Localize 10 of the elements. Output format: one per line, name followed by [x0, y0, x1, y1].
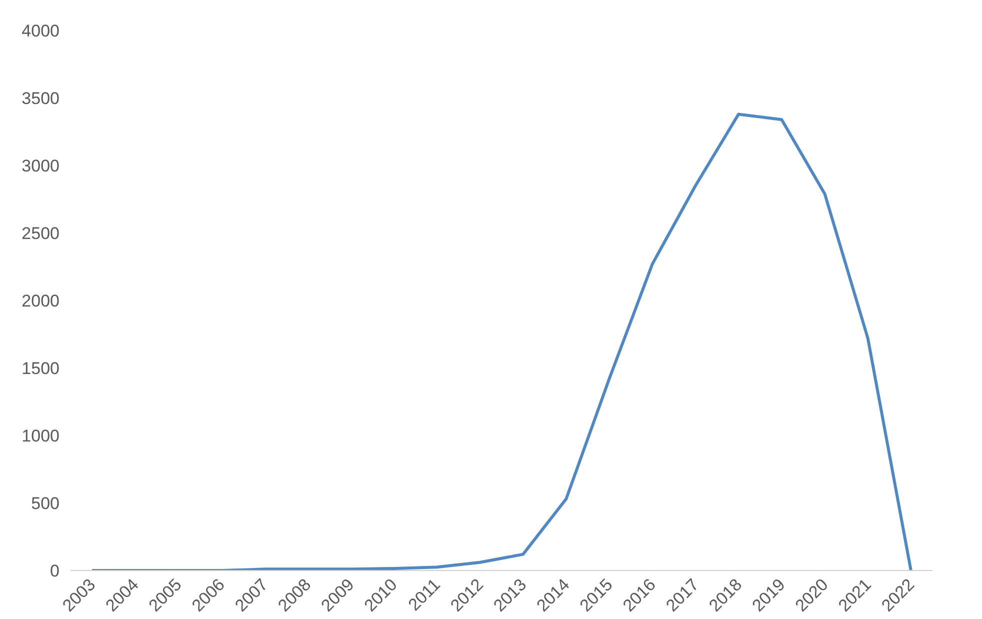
line-series: [90, 112, 912, 570]
y-tick-label: 500: [31, 494, 60, 513]
y-tick-label: 1500: [22, 359, 60, 378]
y-tick-label: 3500: [22, 89, 60, 108]
y-tick-label: 2000: [22, 292, 60, 310]
y-tick-label: 1000: [22, 426, 60, 446]
y-tick-label: 4000: [22, 22, 60, 40]
y-tick-label: 3000: [22, 156, 60, 176]
y-tick-label: 2500: [22, 224, 60, 243]
y-tick-label: 0: [50, 562, 60, 580]
